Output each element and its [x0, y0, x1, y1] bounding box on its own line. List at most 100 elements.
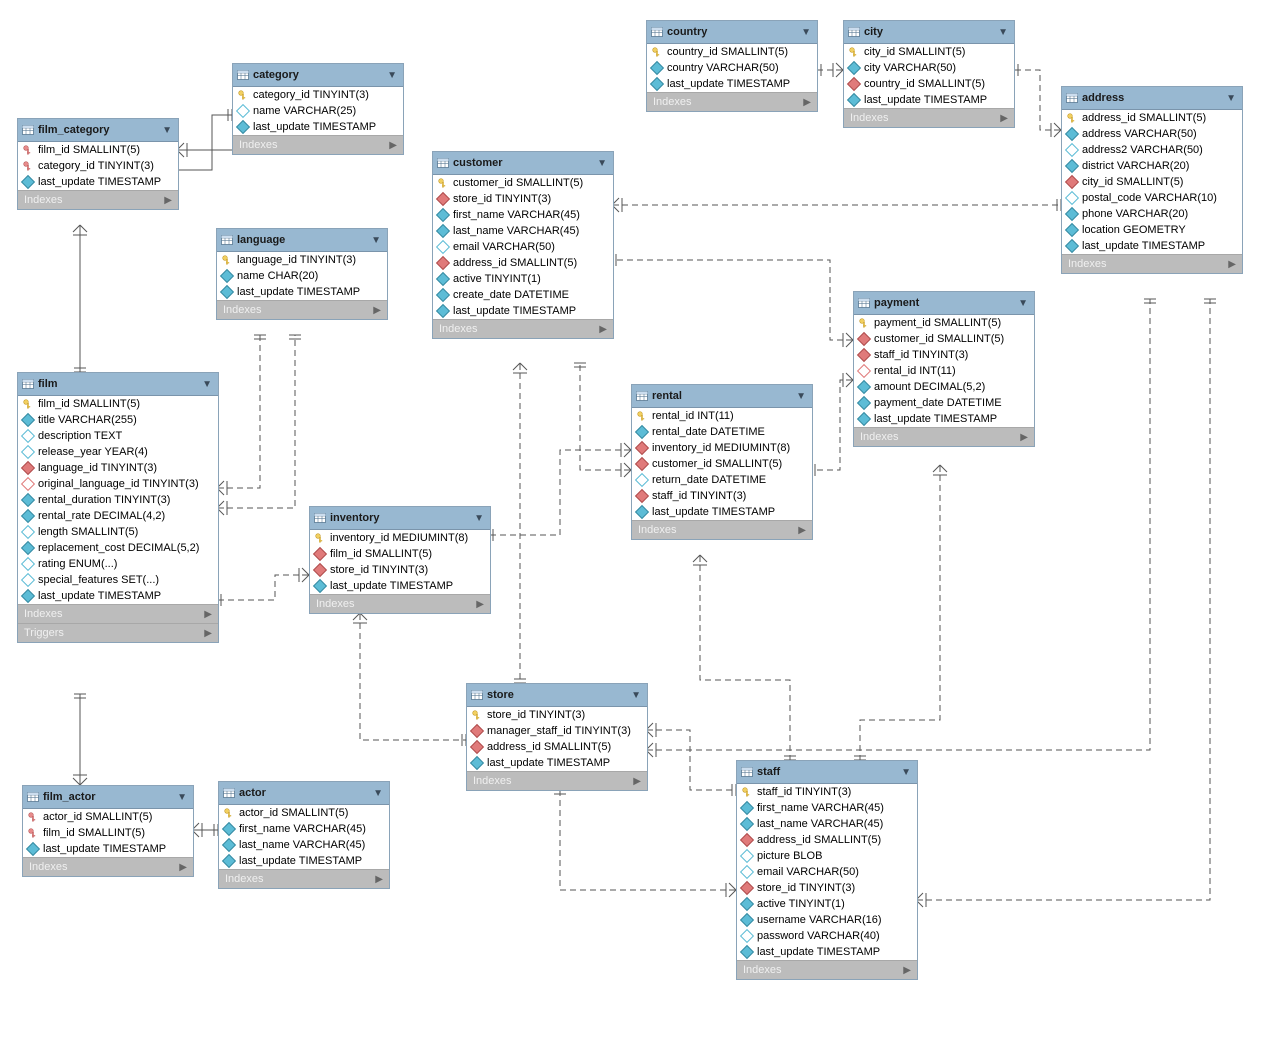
collapse-icon[interactable]: ▼ [162, 125, 172, 136]
collapse-icon[interactable]: ▼ [796, 391, 806, 402]
column-diamond-icon [741, 898, 753, 910]
table-rental[interactable]: rental▼rental_id INT(11)rental_date DATE… [631, 384, 813, 540]
table-actor[interactable]: actor▼actor_id SMALLINT(5)first_name VAR… [218, 781, 390, 889]
section-indexes[interactable]: Indexes▶ [217, 300, 387, 319]
table-country[interactable]: country▼country_id SMALLINT(5)country VA… [646, 20, 818, 112]
table-city[interactable]: city▼city_id SMALLINT(5)city VARCHAR(50)… [843, 20, 1015, 128]
expand-icon[interactable]: ▶ [204, 628, 212, 639]
table-header[interactable]: rental▼ [632, 385, 812, 408]
column-label: address_id SMALLINT(5) [757, 834, 881, 846]
table-header[interactable]: inventory▼ [310, 507, 490, 530]
column-diamond-icon [741, 866, 753, 878]
section-indexes[interactable]: Indexes▶ [647, 92, 817, 111]
section-indexes[interactable]: Indexes▶ [737, 960, 917, 979]
column-row: payment_date DATETIME [854, 395, 1034, 411]
expand-icon[interactable]: ▶ [164, 195, 172, 206]
table-header[interactable]: payment▼ [854, 292, 1034, 315]
table-title: store [487, 689, 514, 701]
table-film[interactable]: film▼film_id SMALLINT(5)title VARCHAR(25… [17, 372, 219, 643]
table-icon [27, 792, 39, 802]
column-row: email VARCHAR(50) [433, 239, 613, 255]
column-row: actor_id SMALLINT(5) [219, 805, 389, 821]
column-row: address_id SMALLINT(5) [1062, 110, 1242, 126]
column-label: last_update TIMESTAMP [667, 78, 790, 90]
collapse-icon[interactable]: ▼ [177, 792, 187, 803]
expand-icon[interactable]: ▶ [375, 874, 383, 885]
expand-icon[interactable]: ▶ [903, 965, 911, 976]
column-label: last_update TIMESTAMP [652, 506, 775, 518]
table-header[interactable]: film▼ [18, 373, 218, 396]
section-indexes[interactable]: Indexes▶ [433, 319, 613, 338]
collapse-icon[interactable]: ▼ [373, 788, 383, 799]
column-row: last_update TIMESTAMP [18, 588, 218, 604]
table-film_category[interactable]: film_category▼film_id SMALLINT(5)categor… [17, 118, 179, 210]
expand-icon[interactable]: ▶ [476, 599, 484, 610]
expand-icon[interactable]: ▶ [204, 609, 212, 620]
collapse-icon[interactable]: ▼ [1018, 298, 1028, 309]
table-header[interactable]: language▼ [217, 229, 387, 252]
section-indexes[interactable]: Indexes▶ [632, 520, 812, 539]
collapse-icon[interactable]: ▼ [387, 70, 397, 81]
column-label: last_update TIMESTAMP [253, 121, 376, 133]
expand-icon[interactable]: ▶ [798, 525, 806, 536]
table-customer[interactable]: customer▼customer_id SMALLINT(5)store_id… [432, 151, 614, 339]
table-header[interactable]: country▼ [647, 21, 817, 44]
primary-key-icon [223, 807, 235, 819]
collapse-icon[interactable]: ▼ [631, 690, 641, 701]
table-payment[interactable]: payment▼payment_id SMALLINT(5)customer_i… [853, 291, 1035, 447]
table-header[interactable]: staff▼ [737, 761, 917, 784]
collapse-icon[interactable]: ▼ [474, 513, 484, 524]
column-label: film_id SMALLINT(5) [38, 144, 140, 156]
table-header[interactable]: address▼ [1062, 87, 1242, 110]
table-film_actor[interactable]: film_actor▼actor_id SMALLINT(5)film_id S… [22, 785, 194, 877]
collapse-icon[interactable]: ▼ [1226, 93, 1236, 104]
expand-icon[interactable]: ▶ [803, 97, 811, 108]
expand-icon[interactable]: ▶ [373, 305, 381, 316]
expand-icon[interactable]: ▶ [179, 862, 187, 873]
table-header[interactable]: city▼ [844, 21, 1014, 44]
section-indexes[interactable]: Indexes▶ [467, 771, 647, 790]
column-row: film_id SMALLINT(5) [23, 825, 193, 841]
expand-icon[interactable]: ▶ [389, 140, 397, 151]
collapse-icon[interactable]: ▼ [998, 27, 1008, 38]
section-triggers[interactable]: Triggers▶ [18, 623, 218, 642]
expand-icon[interactable]: ▶ [1000, 113, 1008, 124]
collapse-icon[interactable]: ▼ [597, 158, 607, 169]
section-indexes[interactable]: Indexes▶ [18, 190, 178, 209]
table-category[interactable]: category▼category_id TINYINT(3)name VARC… [232, 63, 404, 155]
table-header[interactable]: film_actor▼ [23, 786, 193, 809]
section-indexes[interactable]: Indexes▶ [219, 869, 389, 888]
relationship-edge [217, 575, 309, 600]
section-indexes[interactable]: Indexes▶ [310, 594, 490, 613]
table-header[interactable]: actor▼ [219, 782, 389, 805]
column-label: active TINYINT(1) [453, 273, 541, 285]
collapse-icon[interactable]: ▼ [202, 379, 212, 390]
section-indexes[interactable]: Indexes▶ [1062, 254, 1242, 273]
expand-icon[interactable]: ▶ [1228, 259, 1236, 270]
section-indexes[interactable]: Indexes▶ [18, 604, 218, 623]
collapse-icon[interactable]: ▼ [901, 767, 911, 778]
table-header[interactable]: customer▼ [433, 152, 613, 175]
table-store[interactable]: store▼store_id TINYINT(3)manager_staff_i… [466, 683, 648, 791]
section-indexes[interactable]: Indexes▶ [233, 135, 403, 154]
collapse-icon[interactable]: ▼ [371, 235, 381, 246]
column-row: rental_rate DECIMAL(4,2) [18, 508, 218, 524]
expand-icon[interactable]: ▶ [1020, 432, 1028, 443]
table-address[interactable]: address▼address_id SMALLINT(5)address VA… [1061, 86, 1243, 274]
table-header[interactable]: store ▼ [467, 684, 647, 707]
column-diamond-icon [22, 590, 34, 602]
section-indexes[interactable]: Indexes▶ [23, 857, 193, 876]
column-row: country_id SMALLINT(5) [844, 76, 1014, 92]
expand-icon[interactable]: ▶ [633, 776, 641, 787]
table-language[interactable]: language▼language_id TINYINT(3)name CHAR… [216, 228, 388, 320]
section-indexes[interactable]: Indexes▶ [854, 427, 1034, 446]
table-header[interactable]: category▼ [233, 64, 403, 87]
column-row: first_name VARCHAR(45) [433, 207, 613, 223]
table-header[interactable]: film_category▼ [18, 119, 178, 142]
collapse-icon[interactable]: ▼ [801, 27, 811, 38]
column-label: last_name VARCHAR(45) [757, 818, 883, 830]
table-staff[interactable]: staff▼staff_id TINYINT(3)first_name VARC… [736, 760, 918, 980]
expand-icon[interactable]: ▶ [599, 324, 607, 335]
section-indexes[interactable]: Indexes▶ [844, 108, 1014, 127]
table-inventory[interactable]: inventory▼inventory_id MEDIUMINT(8)film_… [309, 506, 491, 614]
